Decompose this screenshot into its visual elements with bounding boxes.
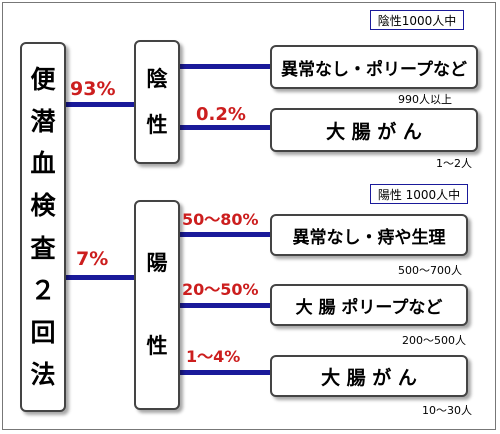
test-char: 査 <box>30 233 56 263</box>
negative-outcome-rate: 0.2% <box>196 104 246 125</box>
positive-outcome-box: 大 腸 ポリープなど <box>270 284 468 326</box>
negative-char: 陰 <box>146 66 168 91</box>
positive-char: 性 <box>146 334 168 358</box>
test-method-box: 便 潜 血 検 査 ２ 回 法 <box>20 42 66 412</box>
test-char: 血 <box>30 149 56 179</box>
test-char: 回 <box>30 318 56 348</box>
test-char: ２ <box>30 275 56 305</box>
connector-positive-outcome-3 <box>180 370 270 375</box>
test-char: 便 <box>30 64 56 94</box>
negative-outcome-label: 大 腸 が ん <box>326 120 422 143</box>
negative-char: 性 <box>146 112 168 137</box>
connector-test-negative <box>64 102 136 107</box>
test-char: 法 <box>30 360 56 390</box>
positive-char: 陽 <box>146 251 168 275</box>
negative-rate: 93% <box>70 78 116 100</box>
connector-negative-outcome-2 <box>180 125 270 130</box>
positive-outcome-count: 10～30人 <box>422 404 472 417</box>
negative-outcome-box: 大 腸 が ん <box>270 108 478 152</box>
positive-base-label: 陽性 1000人中 <box>370 184 468 204</box>
positive-outcome-rate: 1～4% <box>186 347 241 366</box>
negative-base-label: 陰性1000人中 <box>370 10 464 30</box>
positive-outcome-rate: 50～80% <box>182 210 259 229</box>
positive-outcome-box: 異常なし・痔や生理 <box>270 214 468 256</box>
positive-outcome-rate: 20～50% <box>182 280 259 299</box>
positive-outcome-label: 大 腸 が ん <box>321 366 417 389</box>
test-method-label: 便 潜 血 検 査 ２ 回 法 <box>22 44 64 410</box>
positive-outcome-count: 500～700人 <box>398 264 462 277</box>
negative-outcome-box: 異常なし・ポリープなど <box>270 45 478 89</box>
positive-outcome-box: 大 腸 が ん <box>270 355 468 397</box>
connector-negative-outcome-1 <box>180 64 270 69</box>
connector-positive-outcome-1 <box>180 232 270 237</box>
positive-outcome-label: 大 腸 ポリープなど <box>295 297 443 318</box>
negative-outcome-count: 990人以上 <box>398 93 452 106</box>
negative-outcome-label: 異常なし・ポリープなど <box>281 59 467 80</box>
negative-box: 陰 性 <box>134 40 180 164</box>
positive-outcome-label: 異常なし・痔や生理 <box>292 227 446 248</box>
positive-outcome-count: 200～500人 <box>402 334 466 347</box>
negative-outcome-count: 1～2人 <box>436 157 472 170</box>
positive-box: 陽 性 <box>134 200 180 410</box>
test-char: 潜 <box>30 106 56 136</box>
positive-rate: 7% <box>76 248 109 270</box>
connector-positive-outcome-2 <box>180 303 270 308</box>
diagram-frame <box>2 2 496 430</box>
connector-test-positive <box>64 275 136 280</box>
test-char: 検 <box>30 191 56 221</box>
